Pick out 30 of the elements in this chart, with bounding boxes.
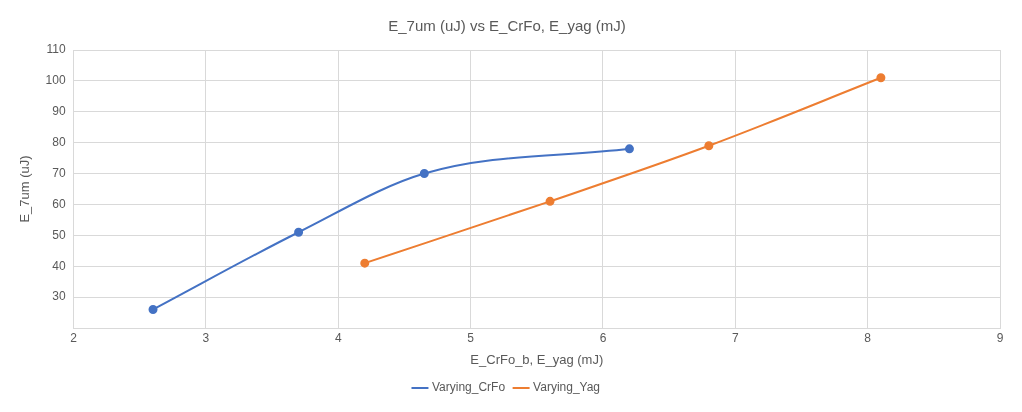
point [148,304,158,314]
x-tick-label: 6 [599,330,607,345]
point [360,258,370,268]
y-tick-label: 100 [45,73,66,88]
y-tick-label: 70 [52,165,66,180]
y-tick-label: 50 [52,227,66,242]
chart-title: E_7um (uJ) vs E_CrFo, E_yag (mJ) [388,17,626,35]
point [419,169,429,179]
point [624,144,634,154]
x-tick-label: 4 [334,330,342,345]
y-tick-label: 30 [52,289,66,304]
point [545,196,555,206]
y-tick-label: 110 [46,42,66,57]
x-tick-label: 3 [202,330,210,345]
y-axis-title: E_7um (uJ) [17,155,33,223]
y-tick-label: 90 [52,104,66,119]
x-tick-label: 2 [70,330,78,345]
point [876,73,886,83]
legend-label: Varying_Yag [533,380,601,395]
y-tick-label: 60 [52,196,66,211]
x-tick-label: 7 [731,330,739,345]
point [704,141,714,151]
x-axis-title: E_CrFo_b, E_yag (mJ) [470,351,604,367]
y-tick-label: 80 [52,134,66,149]
y-tick-label: 40 [52,258,66,273]
x-tick-label: 5 [467,330,475,345]
point [294,227,304,237]
x-tick-label: 9 [996,330,1004,345]
x-tick-label: 8 [864,330,872,345]
legend-label: Varying_CrFo [431,380,506,395]
